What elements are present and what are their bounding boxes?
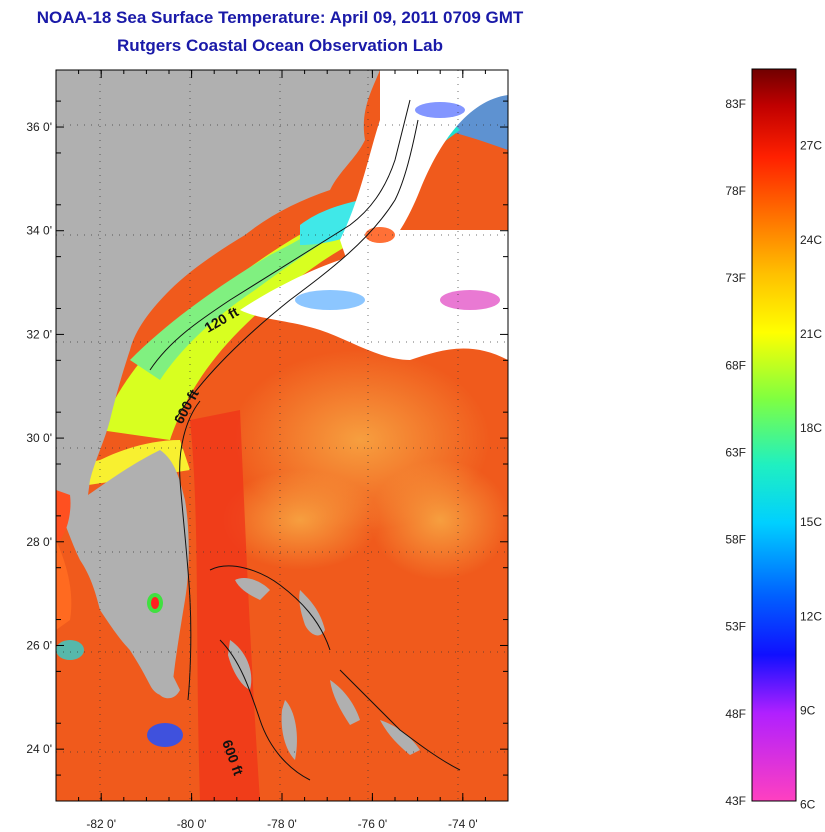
cloud-fringe	[415, 102, 465, 118]
isobath-contour	[174, 119, 419, 421]
bahamas-island	[299, 590, 325, 636]
cloud-cover	[340, 70, 508, 270]
bahamas-island	[228, 640, 252, 690]
warm-eddy	[220, 470, 380, 570]
latitude-tick-label: 36 0'	[26, 120, 52, 134]
gulf-stream-core	[190, 410, 260, 801]
gulf-water	[56, 540, 72, 630]
shelf-water	[100, 200, 380, 440]
florida-peninsula	[88, 450, 189, 696]
isobath-contour	[219, 639, 311, 781]
colorbar-f-label: 53F	[725, 620, 746, 634]
shelf-water	[130, 205, 365, 380]
graticule	[56, 70, 508, 801]
cold-pocket	[147, 723, 183, 747]
bahamas-island	[235, 578, 270, 600]
colorbar-c-label: 18C	[800, 421, 822, 435]
gulf-water	[56, 490, 71, 540]
colorbar-fahrenheit-labels: 83F 78F 73F 68F 63F 58F 53F 48F 43F	[725, 97, 746, 808]
colorbar-f-label: 68F	[725, 358, 746, 372]
isobath-600ft	[179, 400, 201, 701]
colorbar	[751, 68, 797, 802]
latitude-tick-label: 32 0'	[26, 327, 52, 341]
frame-ticks	[55, 70, 509, 801]
colorbar-f-label: 83F	[725, 97, 746, 111]
latitude-labels: 36 0' 34 0' 32 0' 30 0' 28 0' 26 0' 24 0'	[26, 120, 52, 756]
lake-okeechobee-center	[151, 597, 159, 609]
colorbar-f-label: 73F	[725, 271, 746, 285]
cold-pocket	[56, 640, 84, 660]
longitude-tick-label: -80 0'	[177, 817, 207, 831]
colorbar-celsius-labels: 27C 24C 21C 18C 15C 12C 9C 6C	[800, 139, 822, 812]
colorbar-f-label: 78F	[725, 184, 746, 198]
warm-eddy	[370, 460, 508, 580]
cloud-fringe	[295, 290, 365, 310]
colorbar-f-label: 43F	[725, 794, 746, 808]
isobath-contour	[339, 669, 461, 771]
longitude-labels: -82 0' -80 0' -78 0' -76 0' -74 0'	[86, 817, 477, 831]
map-title: NOAA-18 Sea Surface Temperature: April 0…	[36, 8, 524, 27]
latitude-tick-label: 28 0'	[26, 535, 52, 549]
cloud-cover	[360, 250, 508, 300]
latitude-tick-label: 26 0'	[26, 638, 52, 652]
bahamas-island	[281, 700, 297, 760]
map-area	[56, 70, 508, 801]
colorbar-c-label: 12C	[800, 609, 822, 623]
latitude-tick-label: 24 0'	[26, 742, 52, 756]
isobath-contour	[209, 565, 331, 651]
cloud-fringe	[440, 290, 500, 310]
latitude-tick-label: 30 0'	[26, 431, 52, 445]
land-mass	[56, 70, 380, 699]
colorbar-f-label: 58F	[725, 533, 746, 547]
bahamas-island	[380, 720, 420, 755]
bahamas-island	[330, 680, 360, 725]
colorbar-c-label: 21C	[800, 327, 822, 341]
colorbar-f-label: 63F	[725, 445, 746, 459]
colorbar-c-label: 6C	[800, 797, 816, 811]
colorbar-c-label: 15C	[800, 515, 822, 529]
isobath-120ft	[149, 99, 411, 371]
longitude-tick-label: -82 0'	[86, 817, 116, 831]
colorbar-c-label: 24C	[800, 233, 822, 247]
colorbar-f-label: 48F	[725, 707, 746, 721]
longitude-tick-label: -74 0'	[448, 817, 478, 831]
longitude-tick-label: -78 0'	[267, 817, 297, 831]
colorbar-c-label: 27C	[800, 139, 822, 153]
latitude-tick-label: 34 0'	[26, 224, 52, 238]
cloud-fringe	[365, 227, 395, 243]
map-subtitle: Rutgers Coastal Ocean Observation Lab	[117, 36, 443, 55]
colorbar-c-label: 9C	[800, 703, 816, 717]
longitude-tick-label: -76 0'	[358, 817, 388, 831]
